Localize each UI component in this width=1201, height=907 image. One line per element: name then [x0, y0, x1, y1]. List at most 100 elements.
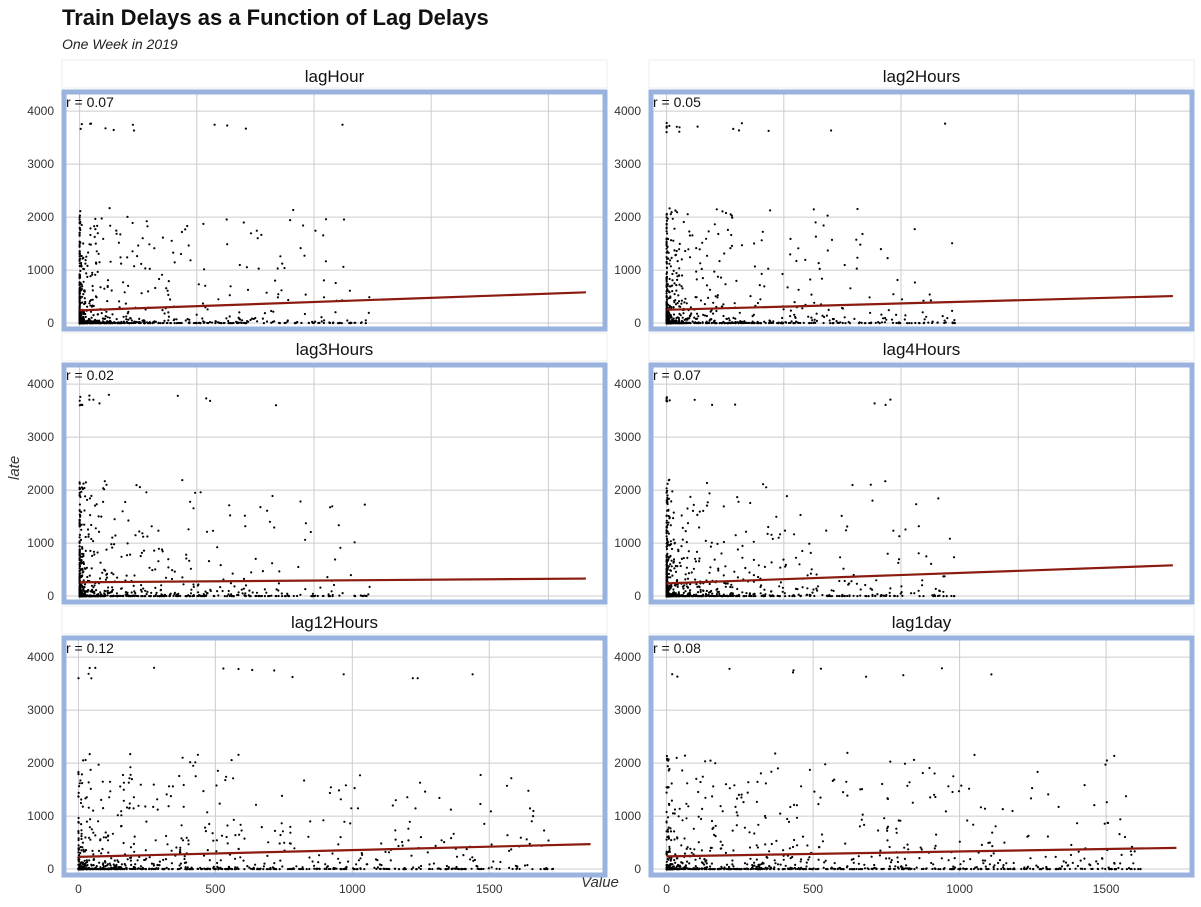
scatter-point [699, 511, 701, 513]
scatter-point [921, 579, 923, 581]
scatter-point [198, 283, 200, 285]
scatter-point [699, 322, 701, 324]
scatter-point [189, 259, 191, 261]
scatter-point [169, 298, 171, 300]
scatter-point [83, 590, 85, 592]
scatter-point [765, 486, 767, 488]
scatter-point [80, 823, 82, 825]
scatter-point [79, 315, 81, 317]
scatter-point [689, 234, 691, 236]
scatter-point [275, 595, 277, 597]
scatter-point [810, 322, 812, 324]
scatter-point [144, 267, 146, 269]
scatter-point [419, 782, 421, 784]
scatter-point [124, 291, 126, 293]
scatter-point [914, 322, 916, 324]
scatter-point [133, 585, 135, 587]
scatter-point [668, 306, 670, 308]
scatter-point [322, 234, 324, 236]
scatter-point [782, 559, 784, 561]
scatter-point [671, 560, 673, 562]
scatter-point [175, 595, 177, 597]
scatter-point [743, 322, 745, 324]
scatter-point [105, 590, 107, 592]
scatter-point [363, 868, 365, 870]
scatter-point [85, 550, 87, 552]
scatter-point [666, 232, 668, 234]
scatter-point [682, 322, 684, 324]
scatter-point [707, 297, 709, 299]
scatter-point [237, 322, 239, 324]
scatter-point [116, 233, 118, 235]
scatter-point [671, 211, 673, 213]
correlation-label: r = 0.12 [66, 640, 114, 656]
scatter-point [469, 858, 471, 860]
scatter-point [143, 859, 145, 861]
scatter-point [243, 868, 245, 870]
scatter-point [146, 591, 148, 593]
scatter-point [79, 567, 81, 569]
scatter-point [102, 864, 104, 866]
scatter-point [892, 530, 894, 532]
scatter-point [219, 867, 221, 869]
scatter-point [1035, 865, 1037, 867]
scatter-point [179, 847, 181, 849]
scatter-point [510, 777, 512, 779]
scatter-point [112, 595, 114, 597]
scatter-point [99, 286, 101, 288]
scatter-point [291, 676, 293, 678]
scatter-point [666, 542, 668, 544]
scatter-point [185, 554, 187, 556]
scatter-point [81, 861, 83, 863]
scatter-point [508, 850, 510, 852]
scatter-point [270, 310, 272, 312]
scatter-point [101, 848, 103, 850]
scatter-point [674, 542, 676, 544]
scatter-point [91, 555, 93, 557]
scatter-point [111, 572, 113, 574]
scatter-point [329, 322, 331, 324]
scatter-point [720, 595, 722, 597]
scatter-point [730, 584, 732, 586]
scatter-point [677, 302, 679, 304]
scatter-point [242, 592, 244, 594]
scatter-point [925, 555, 927, 557]
scatter-point [166, 322, 168, 324]
scatter-point [997, 862, 999, 864]
scatter-point [236, 866, 238, 868]
scatter-point [673, 859, 675, 861]
scatter-point [685, 573, 687, 575]
scatter-point [188, 244, 190, 246]
scatter-point [666, 530, 668, 532]
scatter-point [217, 594, 219, 596]
scatter-point [85, 536, 87, 538]
scatter-point [146, 220, 148, 222]
scatter-point [831, 595, 833, 597]
scatter-point [312, 860, 314, 862]
scatter-point [952, 322, 954, 324]
scatter-point [79, 570, 81, 572]
scatter-point [263, 322, 265, 324]
scatter-point [231, 322, 233, 324]
scatter-point [156, 592, 158, 594]
scatter-point [722, 303, 724, 305]
scatter-point [667, 510, 669, 512]
scatter-point [897, 861, 899, 863]
scatter-point [233, 585, 235, 587]
scatter-point [666, 792, 668, 794]
scatter-point [782, 587, 784, 589]
scatter-point [279, 834, 281, 836]
scatter-point [922, 300, 924, 302]
y-tick-label: 1000 [27, 536, 54, 550]
scatter-point [323, 296, 325, 298]
scatter-point [100, 799, 102, 801]
scatter-point [762, 594, 764, 596]
scatter-point [279, 255, 281, 257]
scatter-point [682, 312, 684, 314]
scatter-point [79, 488, 81, 490]
scatter-point [923, 322, 925, 324]
scatter-point [149, 268, 151, 270]
scatter-point [257, 237, 259, 239]
scatter-point [815, 588, 817, 590]
